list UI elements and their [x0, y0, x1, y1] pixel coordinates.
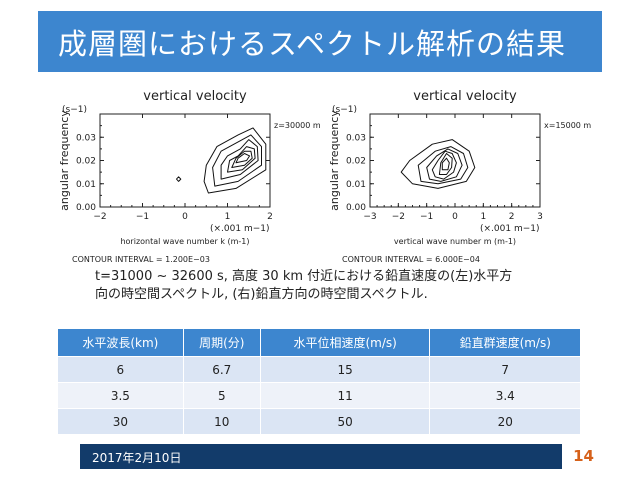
contour-line [438, 153, 453, 175]
chart-annotation: x=15000 m [544, 121, 591, 130]
x-axis-label: vertical wave number m (m-1) [394, 237, 516, 246]
contour-line [212, 134, 262, 187]
table-cell: 11 [260, 382, 431, 409]
y-tick-label: 0.02 [346, 157, 366, 167]
header-horizontal-wavelength: 水平波長(km) [58, 329, 184, 357]
table-cell: 20 [429, 408, 581, 434]
caption: t=31000 ~ 32600 s, 高度 30 km 付近における鉛直速度の(… [95, 268, 575, 304]
right-contour-plot: vertical velocity (s−1) x=15000 m angular f… [322, 84, 602, 274]
contour-line [417, 146, 469, 185]
x-tick-label: −2 [392, 212, 405, 222]
table-header-row: 水平波長(km) 周期(分) 水平位相速度(m/s) 鉛直群速度(m/s) [58, 329, 581, 357]
table-row: 3.5 5 11 3.4 [58, 382, 581, 409]
contour-chart-svg: vertical velocity (s−1) z=30000 m angular f… [58, 89, 321, 264]
x-tick-label: −2 [93, 212, 106, 222]
contour-interval-label: CONTOUR INTERVAL = 1.200E−03 [72, 255, 210, 264]
y-tick-label: 0.00 [346, 203, 366, 213]
y-unit-label: (s−1) [332, 105, 357, 115]
contour-line-minor [176, 176, 182, 182]
y-tick-label: 0.00 [76, 203, 96, 213]
contour-line [426, 148, 463, 182]
title-bar: 成層圏におけるスペクトル解析の結果 [38, 11, 602, 72]
y-tick-label: 0.01 [76, 180, 96, 190]
x-tick-label: 0 [182, 212, 188, 222]
x-unit-label: (×.001 m−1) [480, 224, 540, 234]
page-number: 14 [562, 444, 605, 469]
table-row: 30 10 50 20 [58, 408, 581, 434]
x-tick-label: 2 [509, 212, 515, 222]
contour-line [431, 150, 457, 180]
table-cell: 50 [260, 408, 431, 434]
header-period: 周期(分) [183, 329, 261, 357]
contour-line [441, 157, 450, 171]
header-vertical-group-speed: 鉛直群速度(m/s) [429, 329, 581, 357]
x-tick-label: 1 [225, 212, 231, 222]
footer-date: 2017年2月10日 [92, 451, 182, 465]
y-unit-label: (s−1) [62, 105, 87, 115]
contour-line [203, 127, 267, 194]
left-contour-plot: vertical velocity (s−1) z=30000 m angular f… [52, 84, 332, 274]
x-tick-label: 1 [480, 212, 486, 222]
x-axis-label: horizontal wave number k (m-1) [120, 237, 249, 246]
y-tick-label: 0.02 [76, 157, 96, 167]
y-tick-label: 0.03 [346, 133, 366, 143]
contour-line [235, 153, 251, 164]
table-cell: 3.5 [58, 382, 184, 409]
x-tick-label: 3 [537, 212, 543, 222]
table-cell: 3.4 [429, 382, 581, 409]
contour-line [220, 139, 259, 180]
contour-line [227, 146, 256, 173]
caption-line-2: 向の時空間スペクトル, (右)鉛直方向の時空間スペクトル. [95, 287, 428, 302]
contour-line [231, 150, 253, 168]
x-tick-label: −1 [420, 212, 433, 222]
y-axis-label: angular frequency [58, 110, 71, 211]
table-row: 6 6.7 15 7 [58, 356, 581, 383]
footer-bar: 2017年2月10日 [80, 444, 562, 469]
table-cell: 15 [260, 356, 431, 383]
table-cell: 6 [58, 356, 184, 383]
y-tick-label: 0.03 [76, 133, 96, 143]
chart-title: vertical velocity [143, 89, 247, 104]
x-unit-label: (×.001 m−1) [210, 224, 270, 234]
slide-title: 成層圏におけるスペクトル解析の結果 [58, 27, 566, 61]
x-tick-label: 2 [267, 212, 273, 222]
x-tick-label: 0 [452, 212, 458, 222]
contour-interval-label: CONTOUR INTERVAL = 6.000E−04 [342, 255, 480, 264]
contour-line [400, 139, 476, 189]
x-tick-label: −3 [363, 212, 376, 222]
results-table: 水平波長(km) 周期(分) 水平位相速度(m/s) 鉛直群速度(m/s) 6 … [58, 329, 581, 434]
caption-line-1: t=31000 ~ 32600 s, 高度 30 km 付近における鉛直速度の(… [95, 269, 513, 284]
table-cell: 5 [183, 382, 261, 409]
table-cell: 7 [429, 356, 581, 383]
header-horizontal-phase-speed: 水平位相速度(m/s) [260, 329, 431, 357]
contour-chart-svg: vertical velocity (s−1) x=15000 m angular f… [328, 89, 591, 264]
table-cell: 10 [183, 408, 261, 434]
table-cell: 30 [58, 408, 184, 434]
chart-title: vertical velocity [413, 89, 517, 104]
table-cell: 6.7 [183, 356, 261, 383]
chart-annotation: z=30000 m [274, 121, 321, 130]
x-tick-label: −1 [136, 212, 149, 222]
y-axis-label: angular frequency [328, 110, 341, 211]
y-tick-label: 0.01 [346, 180, 366, 190]
